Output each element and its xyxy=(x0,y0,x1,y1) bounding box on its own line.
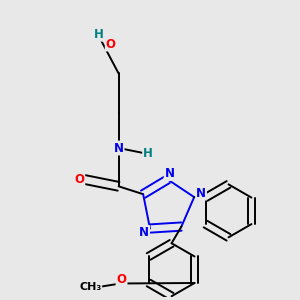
Text: N: N xyxy=(114,142,124,154)
Text: CH₃: CH₃ xyxy=(79,282,101,292)
Text: N: N xyxy=(139,226,149,239)
Text: N: N xyxy=(165,167,175,180)
Text: O: O xyxy=(106,38,116,50)
Text: N: N xyxy=(196,187,206,200)
Text: H: H xyxy=(143,147,153,161)
Text: O: O xyxy=(116,273,127,286)
Text: O: O xyxy=(74,173,84,186)
Text: H: H xyxy=(94,28,104,41)
